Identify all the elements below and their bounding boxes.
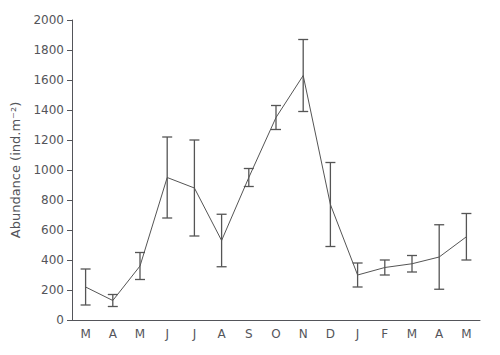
svg-text:400: 400	[41, 253, 64, 267]
svg-text:F: F	[381, 327, 388, 341]
svg-text:M: M	[80, 327, 90, 341]
svg-text:O: O	[271, 327, 280, 341]
svg-text:M: M	[407, 327, 417, 341]
svg-text:0: 0	[56, 313, 64, 327]
svg-text:1600: 1600	[33, 73, 64, 87]
svg-text:A: A	[217, 327, 226, 341]
svg-text:J: J	[164, 327, 169, 341]
svg-text:M: M	[461, 327, 471, 341]
svg-text:D: D	[326, 327, 335, 341]
svg-text:1200: 1200	[33, 133, 64, 147]
svg-text:A: A	[435, 327, 444, 341]
svg-text:Abundance (ind.m⁻²): Abundance (ind.m⁻²)	[8, 102, 23, 238]
svg-text:S: S	[245, 327, 253, 341]
svg-text:800: 800	[41, 193, 64, 207]
svg-text:1400: 1400	[33, 103, 64, 117]
svg-text:J: J	[355, 327, 360, 341]
svg-text:200: 200	[41, 283, 64, 297]
svg-text:2000: 2000	[33, 13, 64, 27]
svg-text:J: J	[192, 327, 197, 341]
svg-text:1800: 1800	[33, 43, 64, 57]
svg-text:600: 600	[41, 223, 64, 237]
svg-text:M: M	[135, 327, 145, 341]
svg-text:A: A	[109, 327, 118, 341]
svg-text:1000: 1000	[33, 163, 64, 177]
svg-text:N: N	[299, 327, 308, 341]
